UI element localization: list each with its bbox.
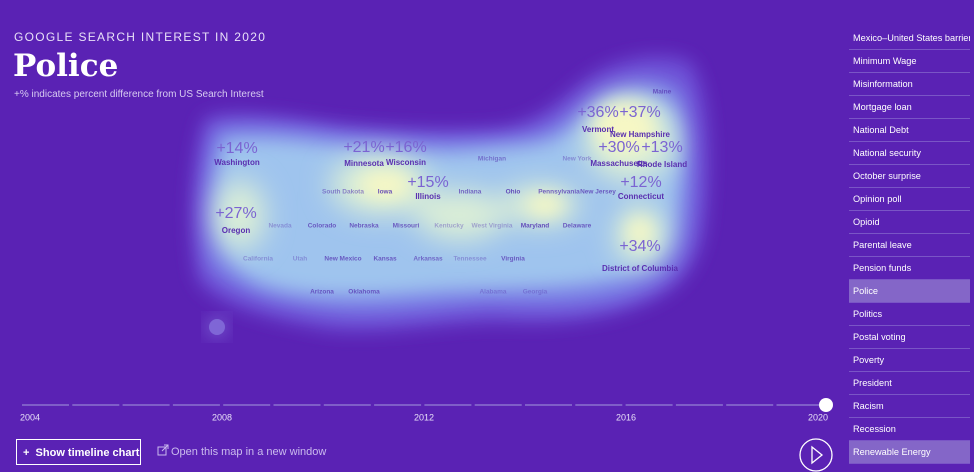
state-label: Ohio bbox=[506, 189, 521, 196]
state-label: Missouri bbox=[393, 223, 420, 230]
state-label: Connecticut bbox=[618, 192, 665, 201]
title: Police bbox=[13, 48, 119, 84]
topic-item[interactable]: Parental leave bbox=[849, 234, 970, 257]
state-label: Virginia bbox=[501, 256, 525, 263]
state-label: Oklahoma bbox=[348, 289, 380, 296]
topic-item[interactable]: Pension funds bbox=[849, 257, 970, 280]
state-label: Minnesota bbox=[344, 159, 384, 168]
topic-item[interactable]: Minimum Wage bbox=[849, 50, 970, 73]
state-label: California bbox=[243, 256, 273, 263]
state-label: Oregon bbox=[222, 226, 251, 235]
year-label: 2008 bbox=[212, 412, 232, 422]
button-label: Show timeline chart bbox=[35, 447, 140, 459]
state-label: Illinois bbox=[415, 192, 441, 201]
state-label: New Hampshire bbox=[610, 130, 671, 139]
year-label: 2020 bbox=[808, 412, 828, 422]
year-label: 2012 bbox=[414, 412, 434, 422]
state-label: New Mexico bbox=[324, 256, 361, 263]
state-label: Utah bbox=[293, 256, 307, 263]
state-label: Vermont bbox=[582, 125, 614, 134]
subtitle: +% indicates percent difference from US … bbox=[14, 89, 264, 100]
state-label: District of Columbia bbox=[602, 264, 679, 273]
state-label: Washington bbox=[214, 158, 260, 167]
percent-label: +37% bbox=[619, 104, 660, 121]
topic-item[interactable]: October surprise bbox=[849, 165, 970, 188]
topic-item[interactable]: Mortgage loan bbox=[849, 96, 970, 119]
topic-list: Mexico–United States barrier Minimum Wage… bbox=[849, 27, 970, 464]
state-label: Arizona bbox=[310, 289, 334, 296]
topic-item[interactable]: National security bbox=[849, 142, 970, 165]
topic-item[interactable]: President bbox=[849, 372, 970, 395]
state-label: New Jersey bbox=[580, 189, 616, 196]
percent-label: +21% bbox=[343, 139, 384, 156]
state-label: Iowa bbox=[378, 189, 393, 196]
state-label: Maine bbox=[653, 89, 672, 96]
topic-item[interactable]: Racism bbox=[849, 395, 970, 418]
state-label: Michigan bbox=[478, 156, 506, 163]
topic-item[interactable]: Misinformation bbox=[849, 73, 970, 96]
heatmap bbox=[191, 56, 709, 337]
percent-label: +13% bbox=[641, 139, 682, 156]
state-label: Tennessee bbox=[453, 256, 487, 263]
state-label: Nebraska bbox=[349, 223, 379, 230]
percent-label: +12% bbox=[620, 174, 661, 191]
state-label: Maryland bbox=[521, 223, 550, 230]
open-map-link[interactable]: Open this map in a new window bbox=[158, 446, 326, 458]
percent-label: +16% bbox=[385, 139, 426, 156]
state-label: Indiana bbox=[459, 189, 482, 196]
topic-item[interactable]: Opinion poll bbox=[849, 188, 970, 211]
state-label: Delaware bbox=[563, 223, 592, 230]
percent-label: +15% bbox=[407, 174, 448, 191]
percent-label: +30% bbox=[598, 139, 639, 156]
state-label: South Dakota bbox=[322, 189, 364, 196]
timeline-handle[interactable] bbox=[819, 398, 833, 412]
year-label: 2016 bbox=[616, 412, 636, 422]
topic-item[interactable]: National Debt bbox=[849, 119, 970, 142]
topic-item[interactable]: Mexico–United States barrier bbox=[849, 27, 970, 50]
topic-item[interactable]: Opioid bbox=[849, 211, 970, 234]
state-label: Kansas bbox=[373, 256, 397, 263]
link-label: Open this map in a new window bbox=[171, 446, 327, 458]
topic-item[interactable]: Recession bbox=[849, 418, 970, 441]
topic-item[interactable]: Renewable Energy bbox=[849, 441, 970, 464]
state-label: Pennsylvania bbox=[538, 189, 580, 196]
kicker: GOOGLE SEARCH INTEREST IN 2020 bbox=[14, 30, 267, 44]
percent-label: +36% bbox=[577, 104, 618, 121]
state-label: Arkansas bbox=[413, 256, 443, 263]
year-label: 2004 bbox=[20, 412, 40, 422]
show-timeline-button[interactable]: + Show timeline chart bbox=[16, 439, 141, 465]
state-label: Wisconsin bbox=[386, 158, 426, 167]
state-label: West Virginia bbox=[472, 223, 513, 230]
map: +14%Washington +27% Oregon +21% Minnesota+16… bbox=[20, 56, 833, 472]
state-label: Massachusetts bbox=[590, 159, 648, 168]
topic-item[interactable]: Postal voting bbox=[849, 326, 970, 349]
state-label: Colorado bbox=[308, 223, 337, 230]
state-label: Georgia bbox=[523, 289, 548, 296]
percent-label: +34% bbox=[619, 238, 660, 255]
topic-item[interactable]: Politics bbox=[849, 303, 970, 326]
percent-label: +14% bbox=[216, 140, 257, 157]
topic-item[interactable]: Police bbox=[849, 280, 970, 303]
state-label: New York bbox=[562, 156, 591, 163]
state-label: Rhode Island bbox=[637, 160, 687, 169]
play-button[interactable] bbox=[799, 438, 833, 472]
percent-label: +27% bbox=[215, 205, 256, 222]
state-label: Kentucky bbox=[434, 223, 464, 230]
external-link-icon bbox=[157, 444, 169, 456]
topic-item[interactable]: Poverty bbox=[849, 349, 970, 372]
state-label: Alabama bbox=[479, 289, 506, 296]
state-label: Nevada bbox=[268, 223, 292, 230]
plus-icon: + bbox=[23, 447, 36, 459]
